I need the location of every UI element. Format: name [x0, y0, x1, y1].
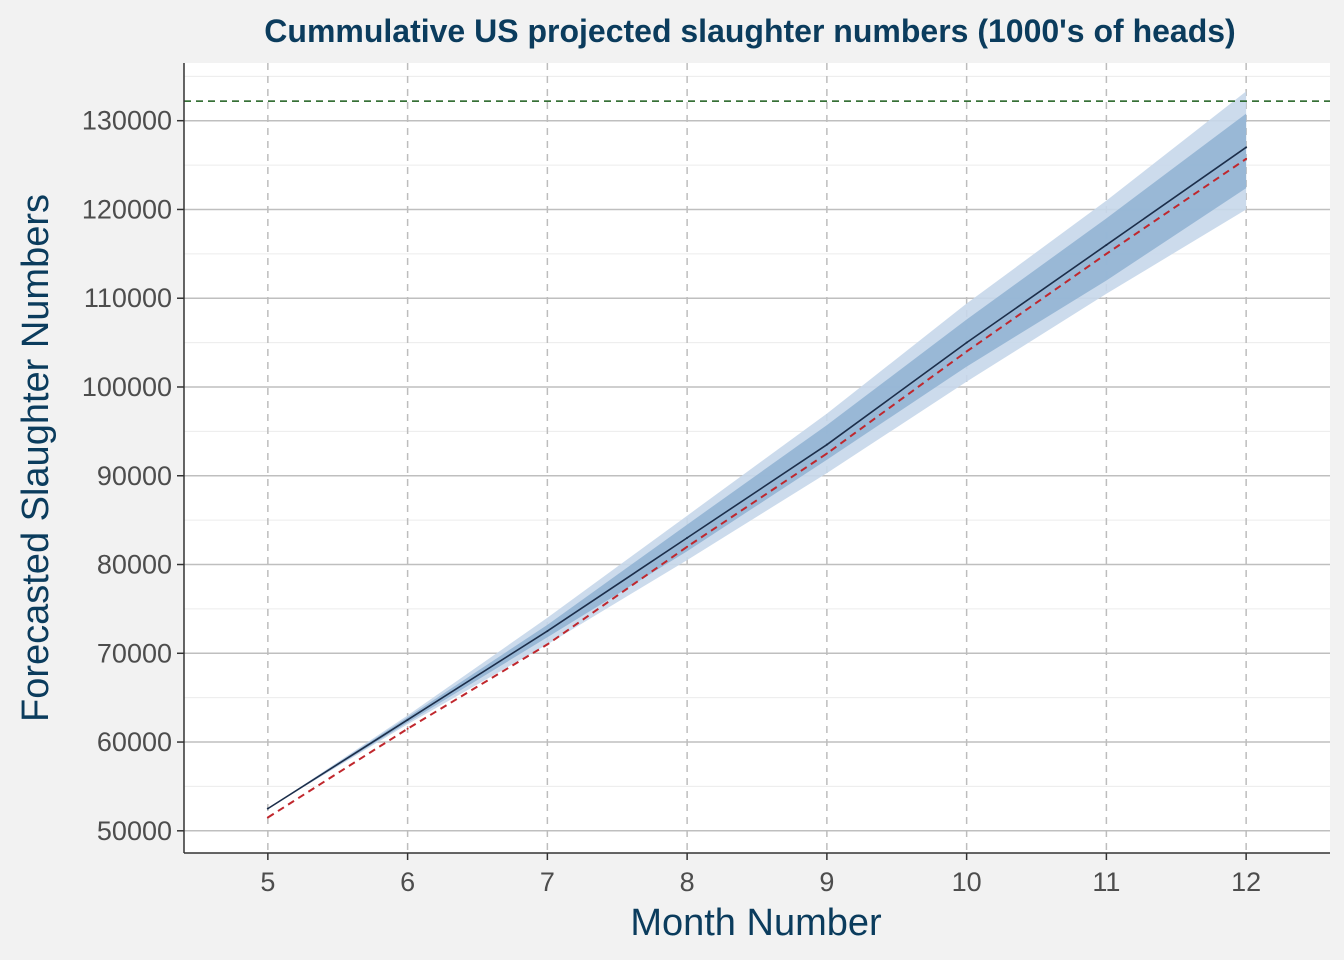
x-tick-label: 5 — [260, 867, 275, 897]
actual-point — [965, 350, 968, 353]
x-tick-label: 11 — [1092, 867, 1120, 897]
y-tick-label: 120000 — [82, 194, 172, 224]
actual-line — [267, 158, 1247, 819]
y-tick-label: 80000 — [97, 550, 172, 580]
actual-point — [406, 727, 409, 730]
actual-point — [266, 816, 269, 819]
y-tick-label: 90000 — [97, 461, 172, 491]
x-axis-title: Month Number — [630, 902, 882, 944]
y-tick-label: 100000 — [82, 372, 172, 402]
x-tick-label: 9 — [819, 867, 834, 897]
forecast-point — [546, 630, 549, 633]
x-tick-label: 7 — [540, 867, 555, 897]
forecast-point — [266, 807, 269, 810]
y-tick-label: 70000 — [97, 638, 172, 668]
y-tick-label: 50000 — [97, 816, 172, 846]
y-tick-label: 110000 — [84, 283, 172, 313]
y-axis-ticks: 50000 60000 70000 80000 90000 100000 110000 120… — [82, 106, 184, 846]
chart-title: Cummulative US projected slaughter numbe… — [264, 13, 1235, 49]
forecast-point — [825, 443, 828, 446]
series-lines — [184, 100, 1330, 819]
forecast-point — [965, 341, 968, 344]
forecast-point — [406, 718, 409, 721]
y-tick-label: 130000 — [82, 106, 172, 136]
forecast-point — [686, 536, 689, 539]
actual-point — [686, 545, 689, 548]
forecast-point — [1105, 243, 1108, 246]
x-tick-label: 12 — [1231, 867, 1261, 897]
data-points — [266, 146, 1248, 819]
actual-point — [1245, 157, 1248, 160]
y-axis-title: Forecasted Slaughter Numbers — [15, 194, 57, 722]
actual-point — [546, 643, 549, 646]
actual-point — [825, 452, 828, 455]
x-tick-label: 8 — [680, 867, 695, 897]
forecast-line — [267, 146, 1247, 810]
x-tick-label: 10 — [952, 867, 982, 897]
x-axis-ticks: 5 6 7 8 9 10 11 12 — [260, 853, 1261, 897]
forecast-point — [1245, 146, 1248, 149]
y-tick-label: 60000 — [97, 727, 172, 757]
x-tick-label: 6 — [400, 867, 415, 897]
actual-point — [1105, 252, 1108, 255]
